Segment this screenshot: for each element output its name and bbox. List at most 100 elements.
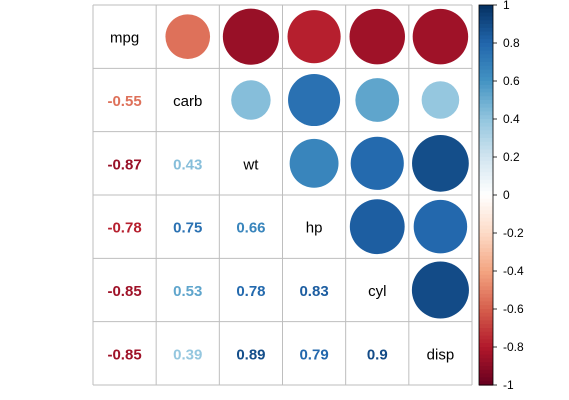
corr-circle-carb-disp bbox=[421, 81, 460, 119]
colorbar-tick-label: -0.6 bbox=[503, 302, 524, 316]
corr-circle-mpg-cyl bbox=[349, 8, 405, 65]
colorbar-segment bbox=[479, 69, 493, 74]
corr-value-cyl-mpg: -0.85 bbox=[107, 283, 141, 300]
diagonal-label-mpg: mpg bbox=[110, 30, 139, 47]
colorbar-segment bbox=[479, 324, 493, 329]
colorbar-segment bbox=[479, 343, 493, 348]
colorbar-segment bbox=[479, 244, 493, 249]
colorbar-segment bbox=[479, 138, 493, 143]
colorbar-segment bbox=[479, 12, 493, 17]
corr-value-disp-carb: 0.39 bbox=[173, 346, 202, 363]
colorbar-segment bbox=[479, 331, 493, 337]
colorbar-segment bbox=[479, 160, 493, 166]
corr-value-cyl-carb: 0.53 bbox=[173, 283, 202, 300]
colorbar-segment bbox=[479, 153, 493, 158]
colorbar-segment bbox=[479, 286, 493, 291]
matrix-cells: mpg -0.55 carb -0.87 0.43 wt -0.78 0.75 0.66 hp -0… bbox=[107, 8, 469, 363]
colorbar-segment bbox=[479, 316, 493, 321]
corr-circle-wt-hp bbox=[289, 138, 339, 188]
colorbar-segment bbox=[479, 354, 493, 359]
corr-value-disp-wt: 0.89 bbox=[236, 346, 265, 363]
colorbar-segment bbox=[479, 248, 493, 253]
colorbar-segment bbox=[479, 5, 493, 10]
colorbar-segment bbox=[479, 111, 493, 116]
corr-value-cyl-wt: 0.78 bbox=[236, 283, 265, 300]
colorbar-segment bbox=[479, 62, 493, 67]
colorbar-segment bbox=[479, 309, 493, 314]
corr-circle-mpg-carb bbox=[165, 14, 211, 59]
diagonal-label-carb: carb bbox=[173, 93, 202, 110]
colorbar-segment bbox=[479, 88, 493, 93]
colorbar-segment bbox=[479, 183, 493, 188]
corr-circle-mpg-wt bbox=[222, 8, 279, 65]
colorbar-segment bbox=[479, 122, 493, 128]
colorbar-segment bbox=[479, 119, 493, 124]
colorbar-segment bbox=[479, 96, 493, 101]
colorbar-segment bbox=[479, 176, 493, 181]
corr-circle-mpg-hp bbox=[287, 10, 341, 64]
colorbar-segment bbox=[479, 293, 493, 299]
colorbar-segment bbox=[479, 31, 493, 36]
colorbar-legend: 1 0.8 0.6 0.4 0.2 0 -0.2 -0.4 -0.6 -0.8 -1 bbox=[478, 0, 524, 392]
colorbar-segment bbox=[479, 107, 493, 112]
colorbar-segment bbox=[479, 20, 493, 25]
colorbar-segment bbox=[479, 54, 493, 59]
colorbar-segment bbox=[479, 240, 493, 245]
colorbar-segment bbox=[479, 195, 493, 200]
colorbar-segment bbox=[479, 271, 493, 276]
corr-value-disp-cyl: 0.9 bbox=[367, 346, 388, 363]
colorbar-segment bbox=[479, 290, 493, 295]
diagonal-label-hp: hp bbox=[306, 220, 323, 237]
colorbar-segment bbox=[479, 263, 493, 268]
colorbar-tick-label: 0.8 bbox=[503, 36, 520, 50]
corr-circle-carb-cyl bbox=[355, 78, 400, 122]
colorbar-segment bbox=[479, 206, 493, 211]
colorbar-segment bbox=[479, 8, 493, 14]
corr-circle-cyl-disp bbox=[411, 261, 469, 319]
colorbar-segment bbox=[479, 16, 493, 21]
colorbar-segment bbox=[479, 305, 493, 310]
colorbar-segment bbox=[479, 347, 493, 352]
diagonal-label-cyl: cyl bbox=[368, 283, 386, 300]
colorbar-segment bbox=[479, 267, 493, 272]
colorbar-segment bbox=[479, 191, 493, 196]
diagonal-label-wt: wt bbox=[242, 156, 259, 173]
corr-value-wt-mpg: -0.87 bbox=[107, 156, 141, 173]
corr-value-carb-mpg: -0.55 bbox=[107, 93, 141, 110]
colorbar-segment bbox=[479, 172, 493, 177]
colorbar-segment bbox=[479, 282, 493, 287]
colorbar-segment bbox=[479, 65, 493, 71]
colorbar-tick-label: 0.2 bbox=[503, 150, 520, 164]
matrix-grid bbox=[92, 4, 473, 386]
colorbar-segment bbox=[479, 50, 493, 55]
colorbar-segment bbox=[479, 350, 493, 356]
colorbar-segment bbox=[479, 229, 493, 234]
corr-circle-carb-hp bbox=[288, 73, 341, 127]
colorbar-segment bbox=[479, 27, 493, 33]
corr-value-hp-wt: 0.66 bbox=[236, 220, 265, 237]
corr-value-disp-mpg: -0.85 bbox=[107, 346, 141, 363]
colorbar-tick-label: 0.4 bbox=[503, 112, 520, 126]
colorbar-segment bbox=[479, 168, 493, 173]
colorbar-tick-label: 1 bbox=[503, 0, 510, 12]
corr-value-hp-mpg: -0.78 bbox=[107, 220, 141, 237]
corr-circle-hp-disp bbox=[413, 199, 468, 254]
colorbar-segment bbox=[479, 320, 493, 325]
colorbar-tick-label: -0.4 bbox=[503, 264, 524, 278]
colorbar-segment bbox=[479, 358, 493, 363]
colorbar-segment bbox=[479, 141, 493, 147]
corr-value-disp-hp: 0.79 bbox=[299, 346, 328, 363]
colorbar-segment bbox=[479, 297, 493, 302]
colorbar-segment bbox=[479, 377, 493, 382]
colorbar-tick-label: -0.8 bbox=[503, 340, 524, 354]
colorbar-tick-label: -1 bbox=[503, 378, 514, 392]
colorbar-segment bbox=[479, 301, 493, 306]
colorbar-segment bbox=[479, 255, 493, 261]
colorbar-tick-label: 0.6 bbox=[503, 74, 520, 88]
colorbar-segment bbox=[479, 145, 493, 150]
colorbar-segment bbox=[479, 58, 493, 63]
colorbar-segment bbox=[479, 252, 493, 257]
corr-circle-hp-cyl bbox=[349, 199, 405, 255]
colorbar-segment bbox=[479, 221, 493, 226]
